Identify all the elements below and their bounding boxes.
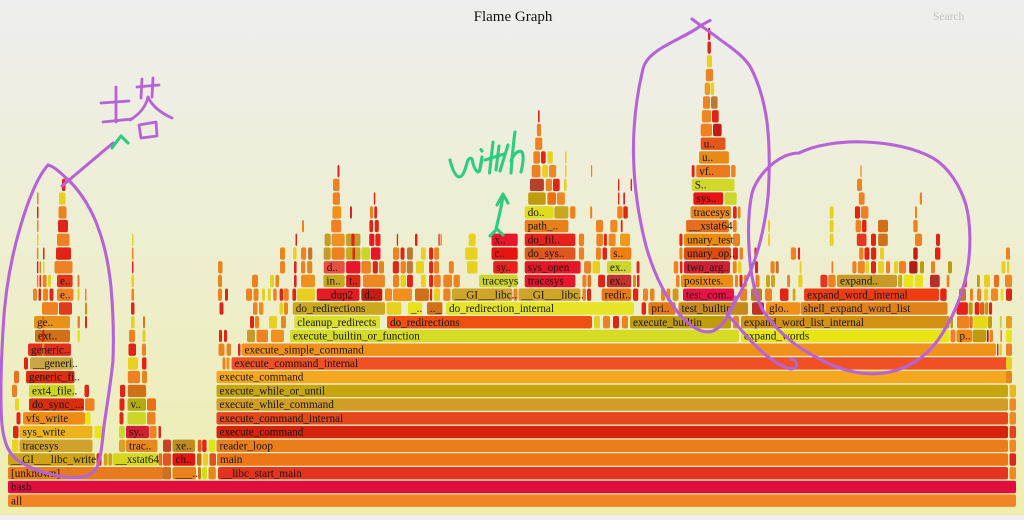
svg-text:execute_while_or_until: execute_while_or_until bbox=[220, 386, 326, 398]
svg-text:vf..: vf.. bbox=[699, 166, 714, 178]
svg-text:sys..: sys.. bbox=[696, 193, 716, 205]
svg-text:execute_command: execute_command bbox=[220, 427, 304, 439]
svg-text:path_..: path_.. bbox=[528, 221, 559, 233]
svg-text:___..: ___.. bbox=[175, 468, 199, 480]
svg-text:execute_command: execute_command bbox=[220, 372, 304, 384]
svg-text:__dup2: __dup2 bbox=[319, 289, 354, 301]
svg-text:ext..: ext.. bbox=[38, 331, 57, 343]
svg-text:sy..: sy.. bbox=[496, 262, 511, 274]
svg-text:vfs_write: vfs_write bbox=[26, 413, 68, 425]
svg-text:u..: u.. bbox=[704, 138, 715, 150]
svg-text:__generi..: __generi.. bbox=[32, 358, 78, 370]
svg-text:[unknown]: [unknown] bbox=[11, 468, 60, 480]
svg-text:expand_words: expand_words bbox=[744, 331, 809, 343]
svg-text:generic_fi..: generic_fi.. bbox=[29, 372, 80, 384]
svg-text:generic..: generic.. bbox=[31, 344, 70, 356]
svg-text:__xstat64: __xstat64 bbox=[115, 454, 160, 466]
svg-text:posixtes.: posixtes. bbox=[684, 276, 724, 288]
svg-text:ex..: ex.. bbox=[610, 262, 626, 274]
svg-text:reader_loop: reader_loop bbox=[220, 440, 274, 452]
svg-text:tracesys: tracesys bbox=[23, 440, 59, 452]
svg-text:e..: e.. bbox=[60, 276, 71, 288]
svg-text:xe..: xe.. bbox=[176, 440, 192, 452]
svg-text:__GI___libc_write: __GI___libc_write bbox=[10, 454, 96, 466]
svg-text:_..: _.. bbox=[410, 303, 422, 315]
svg-text:two_arg..: two_arg.. bbox=[687, 262, 729, 274]
svg-text:redir..: redir.. bbox=[605, 289, 631, 301]
svg-text:__GI___libc..: __GI___libc.. bbox=[454, 289, 517, 301]
svg-text:S..: S.. bbox=[695, 180, 707, 192]
svg-text:shell_expand_word_list: shell_expand_word_list bbox=[804, 303, 912, 315]
svg-text:tracesys: tracesys bbox=[482, 276, 518, 288]
svg-text:t..: t.. bbox=[349, 276, 358, 288]
svg-text:x..: x.. bbox=[495, 234, 506, 246]
svg-text:main: main bbox=[220, 454, 243, 466]
svg-text:d..: d.. bbox=[364, 289, 375, 301]
svg-text:test_com..: test_com.. bbox=[686, 289, 732, 301]
svg-text:do_redirections: do_redirections bbox=[296, 303, 366, 315]
svg-text:do_redirections: do_redirections bbox=[390, 317, 460, 329]
svg-text:ge..: ge.. bbox=[37, 317, 53, 329]
svg-text:do_redirection_internal: do_redirection_internal bbox=[449, 303, 554, 315]
svg-text:Search: Search bbox=[933, 11, 965, 23]
svg-text:sy..: sy.. bbox=[129, 427, 144, 439]
svg-text:do_sys..: do_sys.. bbox=[528, 248, 565, 260]
svg-text:expand..: expand.. bbox=[840, 276, 878, 288]
svg-text:execute_command_internal: execute_command_internal bbox=[220, 413, 344, 425]
svg-text:sys_write: sys_write bbox=[23, 427, 66, 439]
svg-text:unary_op..: unary_op.. bbox=[687, 248, 735, 260]
svg-text:unary_test: unary_test bbox=[687, 234, 734, 246]
svg-text:test_builtin: test_builtin bbox=[682, 303, 733, 315]
svg-text:cleanup_redirects: cleanup_redirects bbox=[297, 317, 376, 329]
svg-text:in..: in.. bbox=[326, 276, 340, 288]
svg-text:do_sync_...: do_sync_... bbox=[32, 399, 83, 411]
svg-text:__xstat64: __xstat64 bbox=[688, 221, 733, 233]
svg-text:execute_command_internal: execute_command_internal bbox=[235, 358, 359, 370]
svg-text:trac..: trac.. bbox=[129, 440, 152, 452]
svg-text:e..: e.. bbox=[60, 289, 71, 301]
svg-text:expand_word_list_internal: expand_word_list_internal bbox=[744, 317, 864, 329]
svg-text:u..: u.. bbox=[702, 152, 713, 164]
svg-text:__GI___libc..: __GI___libc.. bbox=[521, 289, 584, 301]
svg-text:tracesys: tracesys bbox=[694, 207, 730, 219]
svg-text:c..: c.. bbox=[495, 248, 506, 260]
svg-text:pri..: pri.. bbox=[651, 303, 669, 315]
svg-text:do_fil..: do_fil.. bbox=[528, 234, 561, 246]
svg-text:execute_while_command: execute_while_command bbox=[220, 399, 335, 411]
svg-text:ext4_file..: ext4_file.. bbox=[32, 386, 78, 398]
svg-text:.._: .._ bbox=[430, 303, 442, 315]
svg-text:expand_word_internal: expand_word_internal bbox=[807, 289, 908, 301]
svg-text:d..: d.. bbox=[327, 262, 338, 274]
svg-text:all: all bbox=[11, 495, 22, 507]
svg-text:Flame Graph: Flame Graph bbox=[474, 9, 553, 25]
svg-text:do..: do.. bbox=[528, 207, 545, 219]
svg-text:glo..: glo.. bbox=[769, 303, 789, 315]
svg-text:ch..: ch.. bbox=[176, 454, 192, 466]
svg-text:__libc_start_main: __libc_start_main bbox=[220, 468, 302, 480]
svg-text:v..: v.. bbox=[131, 399, 142, 411]
svg-text:sys_open: sys_open bbox=[528, 262, 570, 274]
svg-text:s..: s.. bbox=[613, 248, 623, 260]
svg-text:execute_simple_command: execute_simple_command bbox=[245, 344, 365, 356]
svg-text:p..: p.. bbox=[960, 331, 971, 343]
svg-text:ex..: ex.. bbox=[610, 276, 626, 288]
svg-text:bash: bash bbox=[11, 482, 32, 494]
svg-text:tracesys: tracesys bbox=[528, 276, 564, 288]
svg-text:execute_builtin_or_function: execute_builtin_or_function bbox=[293, 331, 420, 343]
